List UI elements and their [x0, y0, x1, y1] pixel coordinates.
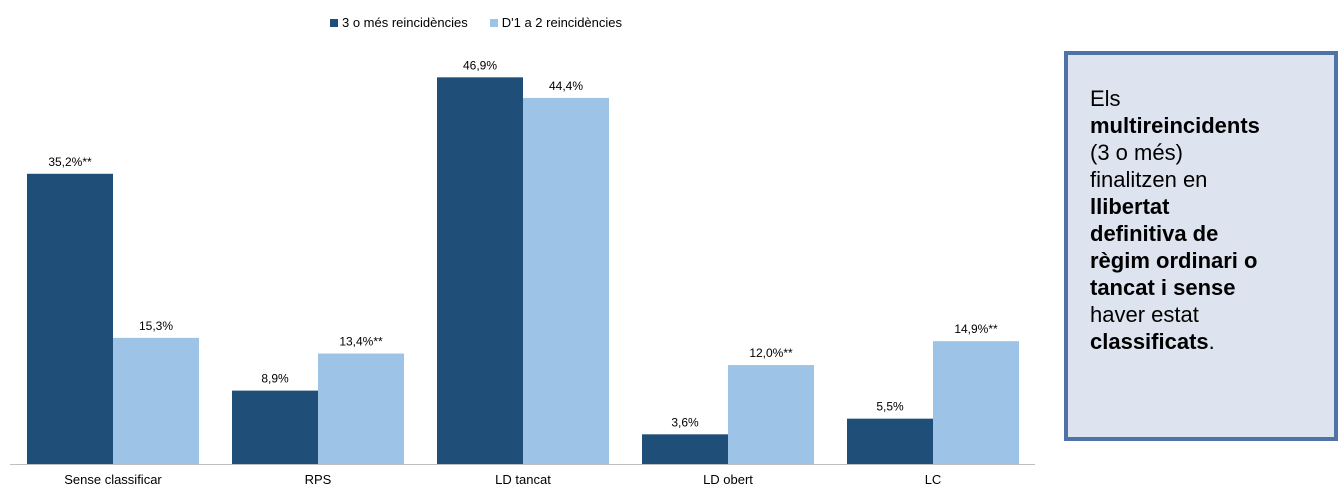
bar-series-1-1: [27, 173, 113, 464]
bar-series-2-1: [113, 337, 199, 464]
data-label-series-1-3: 46,9%: [463, 58, 497, 72]
bar-series-1-5: [847, 418, 933, 464]
chart-legend: 3 o més reincidències D'1 a 2 reincidènc…: [330, 15, 622, 30]
summary-callout: Els multireincidents (3 o més) finalitze…: [1064, 51, 1338, 441]
x-tick-label-1: Sense classificar: [64, 472, 162, 487]
legend-item-series-2: D'1 a 2 reincidències: [489, 15, 623, 30]
callout-line-5: llibertat: [1090, 194, 1170, 219]
legend-swatch-series-1: [330, 18, 338, 27]
callout-line-7: règim ordinari o: [1090, 248, 1258, 273]
data-label-series-2-3: 44,4%: [549, 79, 583, 93]
legend-label-series-2: D'1 a 2 reincidències: [501, 15, 623, 30]
bar-series-1-2: [232, 390, 318, 464]
bar-series-2-2: [318, 353, 404, 464]
callout-line-4: finalitzen en: [1090, 167, 1208, 192]
data-label-series-1-2: 8,9%: [261, 372, 289, 386]
callout-line-10: classificats.: [1090, 329, 1215, 354]
data-label-series-2-4: 12,0%**: [749, 346, 793, 360]
legend-swatch-series-2: [489, 18, 498, 27]
data-label-series-2-2: 13,4%**: [339, 335, 383, 349]
callout-line-6: definitiva de: [1090, 221, 1219, 246]
x-tick-label-2: RPS: [305, 472, 332, 487]
data-label-series-1-5: 5,5%: [876, 400, 904, 414]
data-label-series-1-1: 35,2%**: [48, 155, 92, 169]
x-tick-label-5: LC: [925, 472, 942, 487]
data-label-series-2-5: 14,9%**: [954, 322, 998, 336]
bar-chart: 35,2%** 15,3% Sense classificar 8,9% 13,4%**…: [10, 58, 1035, 487]
callout-line-2: multireincidents: [1090, 113, 1260, 138]
callout-line-1: Els: [1090, 86, 1121, 111]
bar-series-1-4: [642, 434, 728, 464]
x-tick-label-3: LD tancat: [495, 472, 551, 487]
legend-label-series-1: 3 o més reincidències: [342, 15, 468, 30]
bar-series-1-3: [437, 77, 523, 465]
bar-series-2-5: [933, 341, 1019, 464]
callout-line-9: haver estat: [1090, 302, 1199, 327]
data-label-series-1-4: 3,6%: [671, 415, 699, 429]
bar-series-2-3: [523, 97, 609, 464]
legend-item-series-1: 3 o més reincidències: [330, 15, 468, 30]
callout-line-3: (3 o més): [1090, 140, 1183, 165]
callout-line-8: tancat i sense: [1090, 275, 1236, 300]
bar-series-2-4: [728, 365, 814, 464]
data-label-series-2-1: 15,3%: [139, 319, 173, 333]
x-tick-label-4: LD obert: [703, 472, 753, 487]
